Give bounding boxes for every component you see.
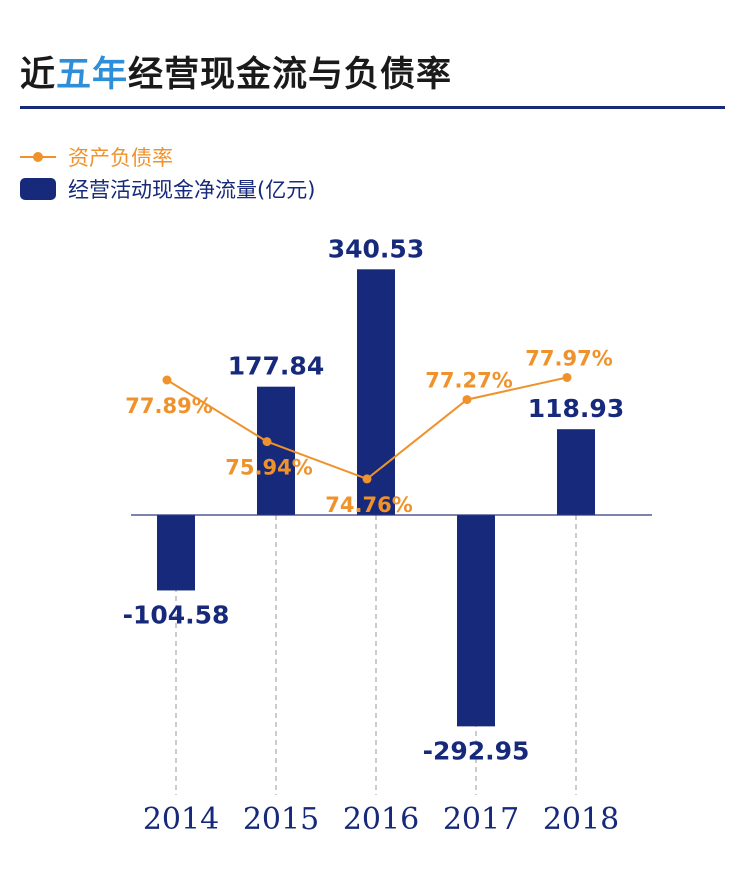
debt-ratio-point-2014 (162, 375, 172, 385)
title-part-2-highlight: 五年 (56, 55, 129, 95)
bar-2018 (557, 429, 595, 515)
bar-2015 (257, 386, 295, 515)
debt-ratio-label-2017: 77.27% (425, 369, 512, 393)
line-marker-icon (20, 147, 56, 167)
debt-ratio-label-2018: 77.97% (525, 346, 612, 370)
legend-item-debt-ratio: 资产负债率 (20, 141, 315, 173)
bar-2017 (457, 515, 495, 727)
x-axis-label-2018: 2018 (543, 802, 619, 837)
bar-value-label-2017: -292.95 (423, 736, 530, 765)
bar-2014 (157, 515, 195, 591)
bar-value-label-2015: 177.84 (228, 352, 324, 381)
legend: 资产负债率 经营活动现金净流量(亿元) (20, 141, 315, 205)
title-part-3: 经营现金流与负债率 (128, 55, 453, 95)
debt-ratio-point-2016 (362, 474, 372, 484)
title-underline (20, 106, 725, 109)
debt-ratio-point-2015 (262, 437, 272, 447)
bar-2016 (357, 269, 395, 515)
chart-title: 近五年经营现金流与负债率 (20, 46, 452, 97)
legend-item-cash-flow: 经营活动现金净流量(亿元) (20, 173, 315, 205)
bar-value-label-2016: 340.53 (328, 234, 424, 263)
x-axis-label-2015: 2015 (243, 802, 319, 837)
debt-ratio-label-2015: 75.94% (225, 456, 312, 480)
x-axis-label-2017: 2017 (443, 802, 519, 837)
bar-value-label-2018: 118.93 (528, 394, 624, 423)
line-marker-dot (33, 152, 43, 162)
legend-label-debt-ratio: 资产负债率 (68, 146, 173, 170)
x-axis-label-2014: 2014 (143, 802, 219, 837)
legend-label-cash-flow: 经营活动现金净流量(亿元) (68, 178, 316, 202)
title-part-1: 近 (20, 55, 57, 95)
debt-ratio-point-2018 (562, 372, 572, 382)
debt-ratio-point-2017 (462, 395, 472, 405)
bar-value-label-2014: -104.58 (123, 600, 230, 629)
bar-marker-icon (20, 178, 56, 200)
x-axis-label-2016: 2016 (343, 802, 419, 837)
debt-ratio-label-2014: 77.89% (125, 394, 212, 418)
debt-ratio-label-2016: 74.76% (325, 493, 412, 517)
